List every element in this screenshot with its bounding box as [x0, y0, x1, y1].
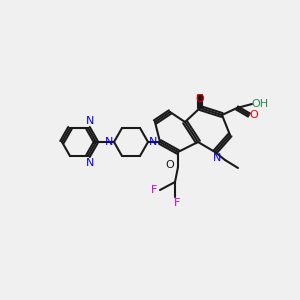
Text: O: O: [166, 160, 174, 170]
Text: N: N: [105, 137, 113, 147]
Text: OH: OH: [251, 99, 268, 109]
Text: F: F: [151, 185, 157, 195]
Text: O: O: [196, 94, 204, 104]
Text: N: N: [149, 137, 157, 147]
Text: F: F: [174, 198, 180, 208]
Text: O: O: [250, 110, 258, 120]
Text: N: N: [86, 116, 94, 126]
Text: N: N: [213, 153, 221, 163]
Text: N: N: [86, 158, 94, 168]
